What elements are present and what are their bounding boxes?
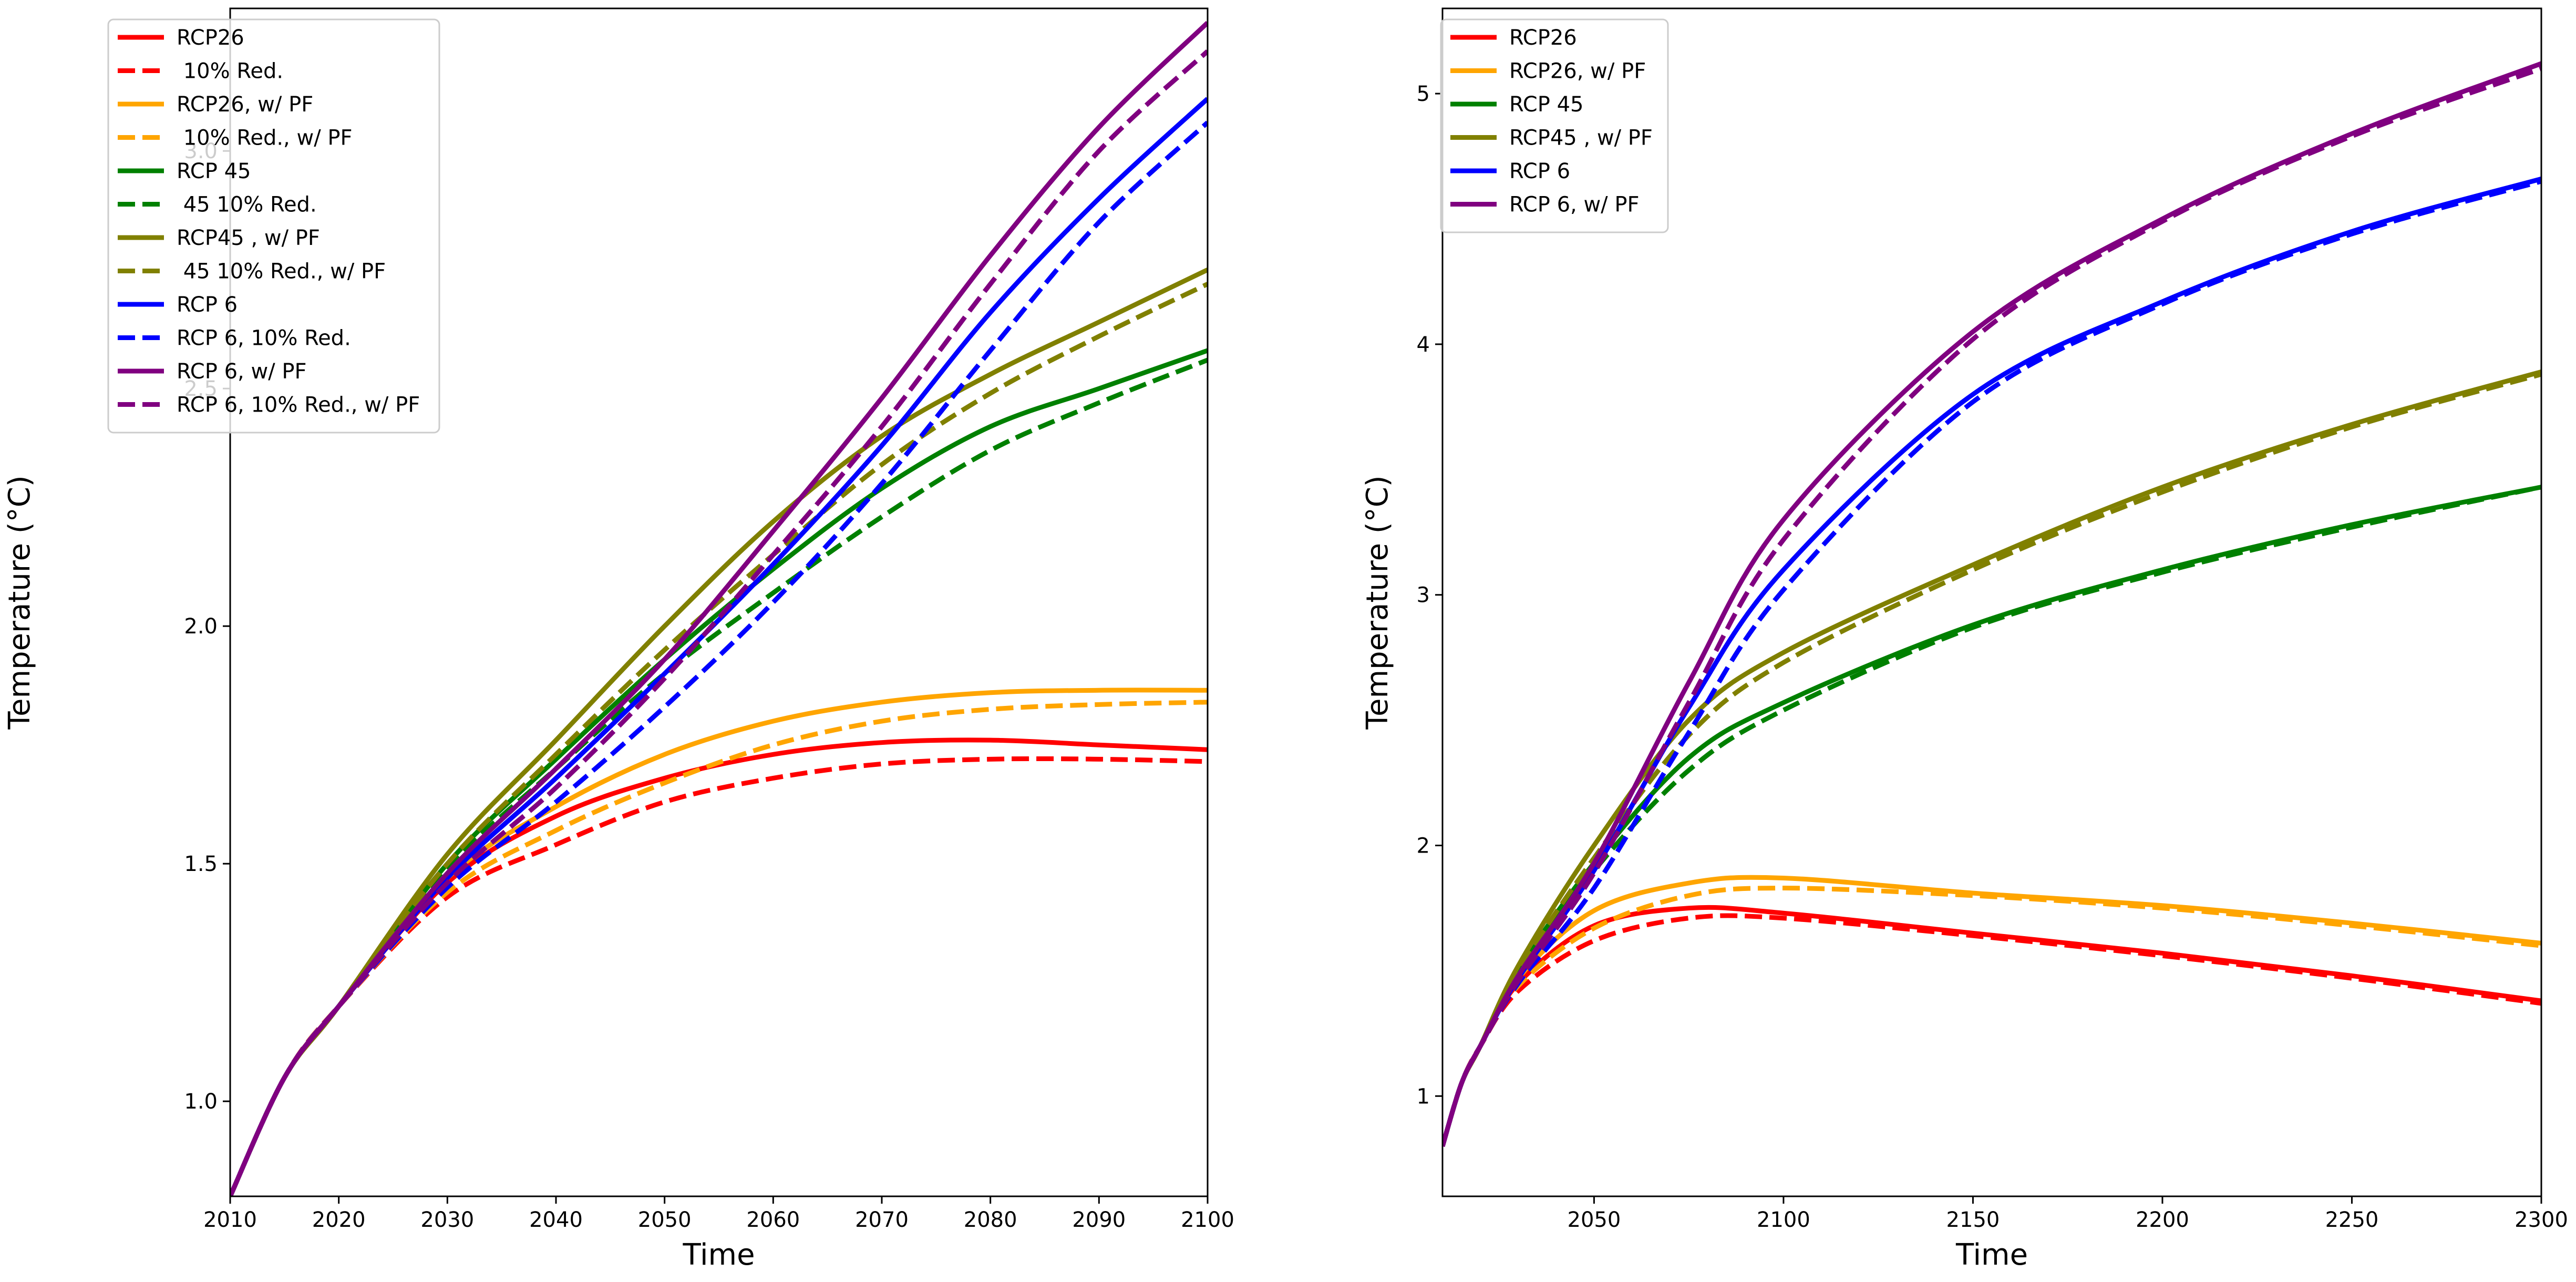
legend-label: RCP 6 xyxy=(1509,159,1570,183)
legend-label: RCP26, w/ PF xyxy=(1509,59,1646,84)
series-line-12 xyxy=(1442,66,2541,1147)
y-tick-label: 5 xyxy=(1417,82,1430,106)
x-tick-label: 2150 xyxy=(1946,1208,2000,1232)
legend-label: RCP 45 xyxy=(177,159,251,183)
y-tick-label: 4 xyxy=(1417,333,1430,357)
x-tick-label: 2100 xyxy=(1757,1208,1810,1232)
series-line-6 xyxy=(1442,485,2541,1147)
legend-label: 45 10% Red. xyxy=(177,193,317,217)
x-tick-label: 2080 xyxy=(964,1208,1017,1232)
legend-label: RCP45 , w/ PF xyxy=(177,226,320,250)
plot-1: 2010 2020 2030 2040 2050 2060 2070 2080 2090 2100… xyxy=(3,7,1234,1272)
y-tick-label: 1.0 xyxy=(184,1090,218,1114)
series-line-7 xyxy=(1442,370,2541,1147)
axes-frame xyxy=(1441,7,2542,1197)
x-tick-label: 2050 xyxy=(1568,1208,1621,1232)
x-tick-label: 2010 xyxy=(203,1208,257,1232)
legend-label: RCP 6 xyxy=(177,293,238,317)
y-tick-label: 1.5 xyxy=(184,852,218,876)
series-line-3 xyxy=(1442,875,2541,1147)
plot-2: 2050 2100 2150 2200 2250 2300 1 2 3 4 5 Time Tempera… xyxy=(1361,7,2568,1272)
legend-label: RCP26 xyxy=(1509,26,1577,50)
x-tick-label: 2300 xyxy=(2515,1208,2568,1232)
axes-frame xyxy=(229,7,1209,1197)
series-line-1 xyxy=(1442,905,2541,1147)
legend-label: 10% Red. xyxy=(177,59,283,84)
series-line-5 xyxy=(1442,485,2541,1147)
legend: RCP26 10% Red. RCP26, w/ PF 10% Red., w/ … xyxy=(107,18,440,434)
legend-label: 10% Red., w/ PF xyxy=(177,126,353,150)
series-line-11 xyxy=(230,20,1208,1196)
x-tick-label: 2030 xyxy=(420,1208,474,1232)
series-line-8 xyxy=(1442,372,2541,1147)
series-lines xyxy=(230,20,1208,1196)
legend-label: RCP 6, 10% Red. xyxy=(177,326,351,351)
x-tick-label: 2100 xyxy=(1181,1208,1234,1232)
legend-label: RCP 45 xyxy=(1509,93,1583,117)
y-axis-label: Temperature (°C) xyxy=(1361,475,1395,730)
x-tick-label: 2040 xyxy=(529,1208,583,1232)
x-tick-label: 2060 xyxy=(746,1208,800,1232)
x-axis-label: Time xyxy=(1955,1238,2028,1272)
x-tick-label: 2200 xyxy=(2136,1208,2189,1232)
x-tick-label: 2250 xyxy=(2325,1208,2379,1232)
y-axis-label: Temperature (°C) xyxy=(3,475,37,730)
series-line-1 xyxy=(230,737,1208,1196)
x-tick-label: 2050 xyxy=(638,1208,692,1232)
legend: RCP26 RCP26, w/ PF RCP 45 RCP45 , w/ PF RCP … xyxy=(1440,18,1669,233)
legend-label: 45 10% Red., w/ PF xyxy=(177,260,386,284)
x-tick-label: 2090 xyxy=(1072,1208,1126,1232)
x-tick-label: 2070 xyxy=(855,1208,909,1232)
y-tick-label: 2 xyxy=(1417,834,1430,858)
series-line-6 xyxy=(230,357,1208,1196)
legend-label: RCP26, w/ PF xyxy=(177,93,313,117)
series-line-2 xyxy=(230,756,1208,1196)
y-tick-label: 2.0 xyxy=(184,614,218,639)
legend-label: RCP26 xyxy=(177,26,244,50)
legend-frame xyxy=(1440,18,1669,233)
y-tick-label: 1 xyxy=(1417,1084,1430,1109)
x-axis-label: Time xyxy=(682,1238,755,1272)
series-line-2 xyxy=(1442,913,2541,1147)
series-line-4 xyxy=(1442,886,2541,1147)
series-lines xyxy=(1442,61,2541,1147)
y-tick-label: 3 xyxy=(1417,583,1430,608)
legend-label: RCP45 , w/ PF xyxy=(1509,126,1653,150)
legend-label: RCP 6, w/ PF xyxy=(1509,193,1639,217)
legend-label: RCP 6, w/ PF xyxy=(177,360,306,384)
series-line-12 xyxy=(230,49,1208,1196)
series-line-5 xyxy=(230,348,1208,1196)
x-tick-label: 2020 xyxy=(312,1208,366,1232)
legend-frame xyxy=(107,18,440,434)
legend-label: RCP 6, 10% Red., w/ PF xyxy=(177,393,420,417)
